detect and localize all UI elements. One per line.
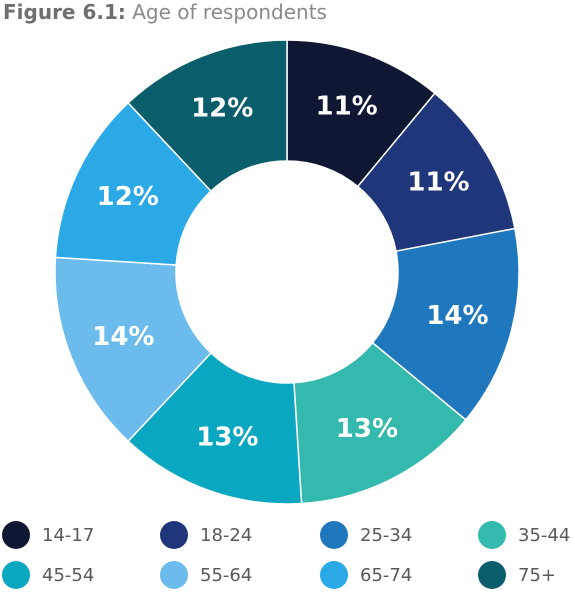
legend-label: 75+ [518, 564, 556, 586]
legend-label: 18-24 [200, 524, 253, 546]
figure-number: Figure 6.1: [3, 0, 126, 24]
legend-item: 45-54 [2, 560, 94, 590]
slice-data-label: 14% [426, 301, 488, 331]
legend-item: 75+ [478, 560, 556, 590]
donut-slice-55-64 [54, 256, 213, 443]
legend-swatch [160, 561, 188, 589]
donut-chart: 11% 11% 14% 13% 13% 14% 12% 12% [54, 39, 520, 505]
donut-slice-25-34 [371, 227, 520, 421]
slice-data-label: 13% [336, 414, 398, 444]
slice-data-label: 13% [196, 423, 258, 453]
legend-label: 35-44 [518, 524, 571, 546]
legend-label: 25-34 [360, 524, 413, 546]
slice-data-label: 11% [316, 91, 378, 121]
legend-item: 14-17 [2, 520, 94, 550]
legend-swatch [2, 561, 30, 589]
legend-item: 55-64 [160, 560, 252, 590]
legend-swatch [160, 521, 188, 549]
donut-slice-75plus [127, 39, 288, 193]
legend-label: 14-17 [42, 524, 95, 546]
legend-item: 25-34 [320, 520, 412, 550]
legend-swatch [478, 561, 506, 589]
legend-item: 18-24 [160, 520, 252, 550]
legend-swatch [320, 521, 348, 549]
legend-item: 65-74 [320, 560, 412, 590]
legend-swatch [320, 561, 348, 589]
slice-data-label: 12% [191, 93, 253, 123]
slice-data-label: 14% [92, 322, 154, 352]
figure-title: Figure 6.1: Age of respondents [3, 0, 327, 24]
chart-legend: 14-17 18-24 25-34 35-44 45-54 55-64 65-74 75+ [0, 518, 575, 592]
slice-data-label: 12% [97, 182, 159, 212]
legend-swatch [478, 521, 506, 549]
legend-swatch [2, 521, 30, 549]
legend-item: 35-44 [478, 520, 570, 550]
legend-label: 45-54 [42, 564, 95, 586]
figure-caption: Age of respondents [132, 0, 327, 24]
legend-label: 55-64 [200, 564, 253, 586]
legend-label: 65-74 [360, 564, 413, 586]
slice-data-label: 11% [407, 167, 469, 197]
